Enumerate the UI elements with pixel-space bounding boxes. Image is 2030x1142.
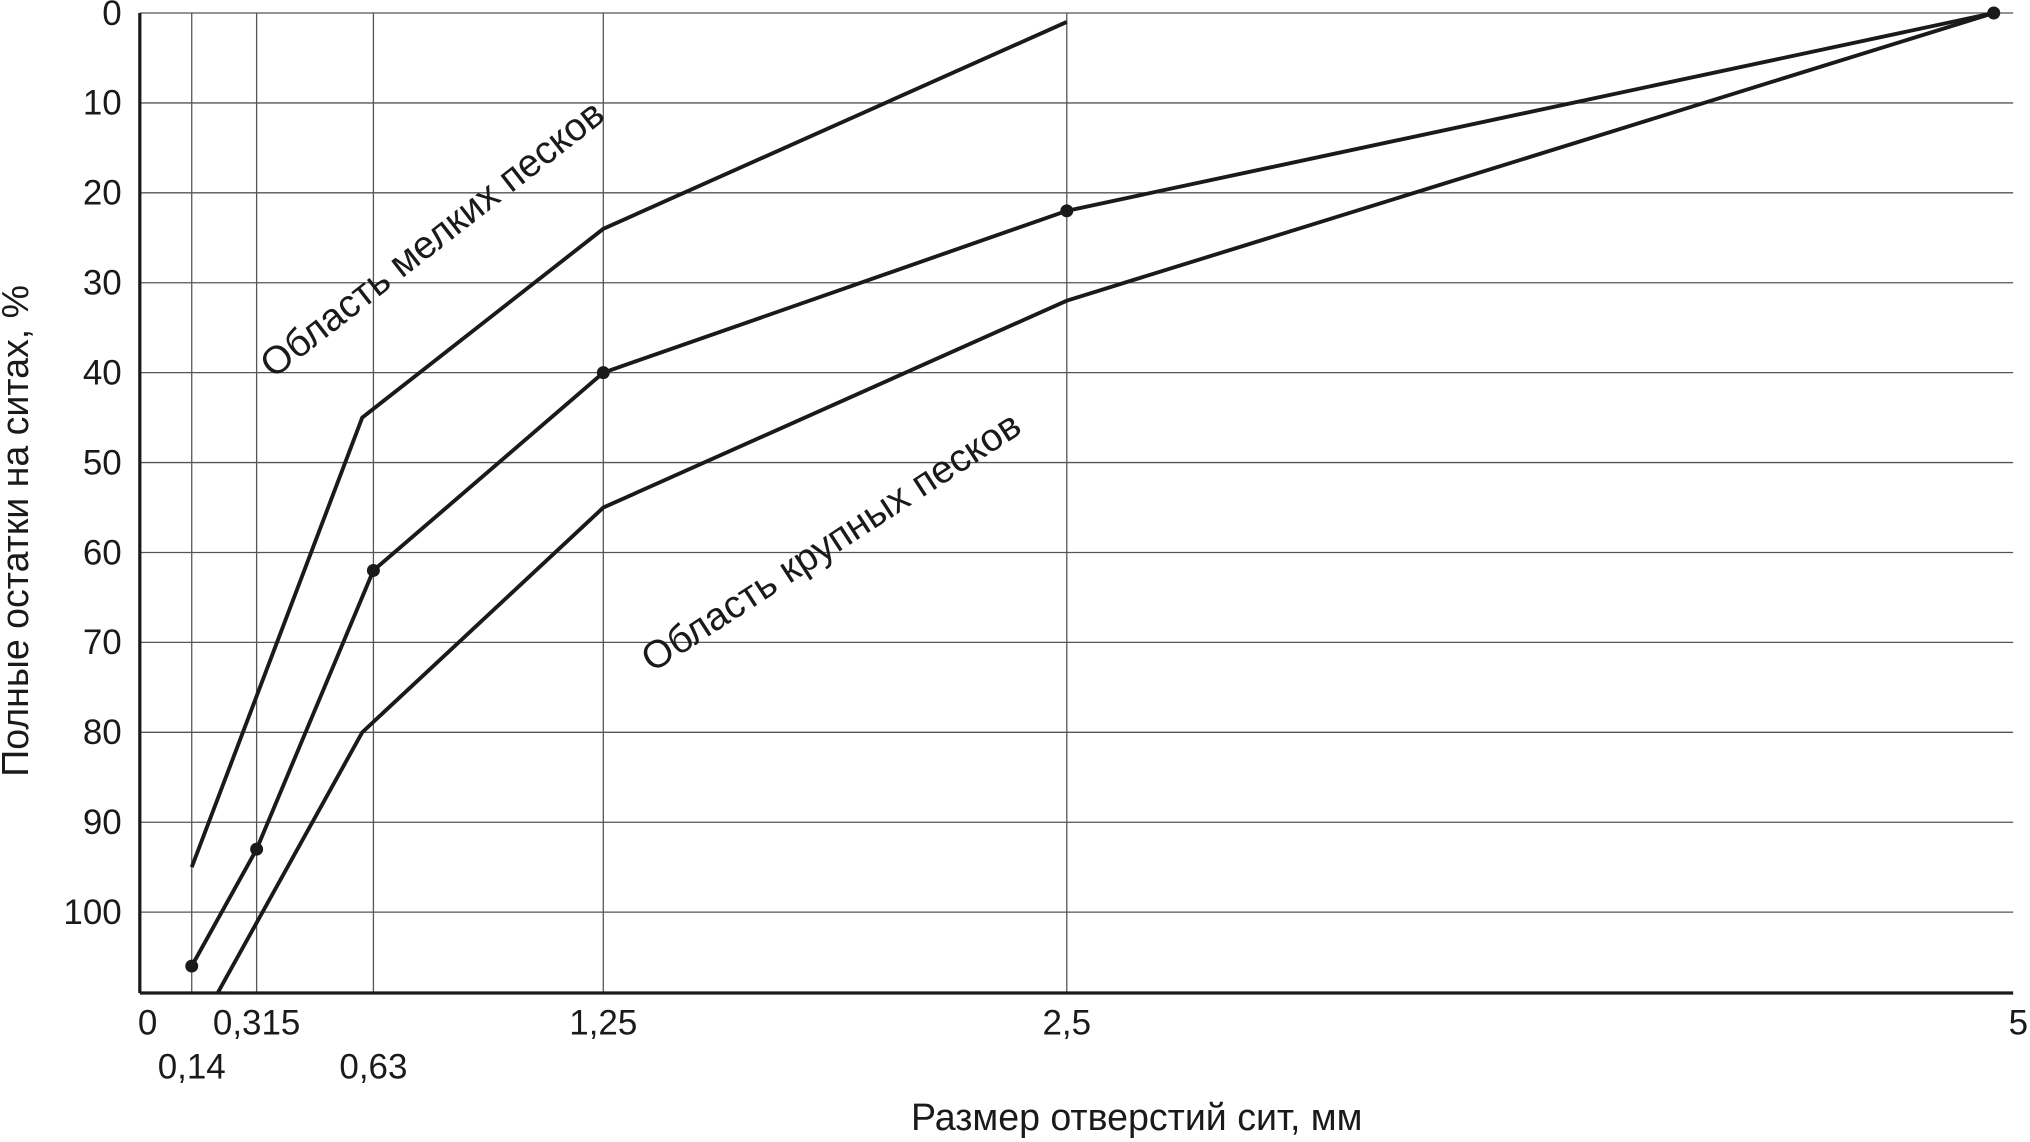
y-tick-label: 20 [83,174,122,213]
y-tick-label: 80 [83,713,122,752]
data-point [596,366,610,380]
series-line [189,20,1068,868]
x-axis-title: Размер отверстий сит, мм [911,1096,1362,1138]
data-point [185,959,199,973]
y-tick-label: 90 [83,803,122,842]
y-tick-label: 30 [83,264,122,303]
y-tick-label: 50 [83,443,122,482]
y-tick-label: 60 [83,533,122,572]
x-tick-label: 5 [2009,1004,2028,1043]
x-tick-label: 2,5 [1042,1004,1091,1043]
x-tick-label: 0,14 [158,1048,226,1087]
annotation: Область крупных песков [634,403,1029,680]
x-tick-label: 0,315 [213,1004,300,1043]
x-tick-label: 1,25 [569,1004,637,1043]
data-point [1060,204,1074,218]
x-tick-label: 0,63 [339,1048,407,1087]
series-line [190,11,1995,968]
y-tick-label: 70 [83,623,122,662]
y-tick-label: 40 [83,353,122,392]
x-tick-label: 0 [138,1004,157,1043]
y-axis-title: Полные остатки на ситах, % [0,285,36,777]
data-point [366,563,380,577]
data-point [250,842,264,856]
series-line [215,11,1995,994]
y-tick-label: 100 [63,893,121,932]
annotation: Область мелких песков [252,92,612,387]
y-tick-label: 10 [83,84,122,123]
y-tick-label: 0 [102,0,121,33]
